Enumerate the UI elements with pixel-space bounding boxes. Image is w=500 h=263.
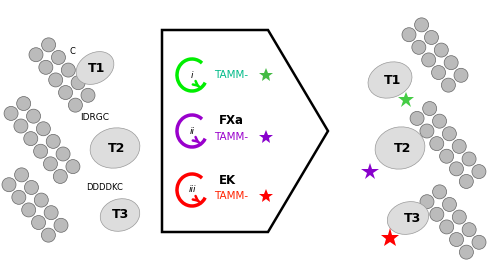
- Text: FXa: FXa: [219, 114, 244, 128]
- Circle shape: [54, 218, 68, 232]
- Circle shape: [442, 127, 456, 141]
- Circle shape: [460, 245, 473, 259]
- Circle shape: [16, 97, 30, 110]
- Circle shape: [81, 88, 95, 102]
- Circle shape: [12, 190, 26, 204]
- Circle shape: [402, 28, 416, 42]
- Circle shape: [442, 198, 456, 211]
- Circle shape: [410, 112, 424, 125]
- Circle shape: [414, 18, 428, 32]
- Circle shape: [42, 228, 56, 242]
- Text: T2: T2: [394, 141, 411, 154]
- Text: T1: T1: [384, 73, 402, 87]
- Text: EK: EK: [219, 174, 236, 186]
- Circle shape: [71, 76, 85, 90]
- Circle shape: [34, 144, 48, 158]
- Ellipse shape: [100, 199, 140, 231]
- Text: T2: T2: [108, 141, 126, 154]
- Text: T3: T3: [112, 209, 128, 221]
- Text: T1: T1: [88, 62, 106, 74]
- Circle shape: [430, 136, 444, 151]
- Circle shape: [440, 149, 454, 163]
- Circle shape: [66, 160, 80, 174]
- Circle shape: [432, 185, 446, 199]
- Circle shape: [36, 122, 51, 136]
- Text: DDDDKC: DDDDKC: [86, 184, 124, 193]
- Circle shape: [472, 235, 486, 249]
- Circle shape: [22, 203, 36, 217]
- Circle shape: [34, 193, 48, 207]
- Circle shape: [440, 220, 454, 234]
- Circle shape: [32, 216, 46, 230]
- Circle shape: [39, 60, 53, 74]
- Circle shape: [450, 232, 464, 246]
- Circle shape: [412, 40, 426, 54]
- Circle shape: [24, 180, 38, 194]
- Circle shape: [29, 48, 43, 62]
- Text: TAMM-: TAMM-: [214, 70, 248, 80]
- Circle shape: [434, 43, 448, 57]
- Circle shape: [44, 206, 58, 220]
- Circle shape: [462, 223, 476, 237]
- Polygon shape: [162, 30, 328, 232]
- Circle shape: [422, 102, 436, 115]
- Text: TAMM-: TAMM-: [214, 132, 248, 142]
- Circle shape: [442, 78, 456, 92]
- Circle shape: [424, 31, 438, 44]
- Ellipse shape: [76, 52, 114, 84]
- Text: T3: T3: [404, 211, 420, 225]
- Circle shape: [430, 207, 444, 221]
- Circle shape: [14, 168, 28, 182]
- Circle shape: [58, 85, 72, 99]
- Circle shape: [48, 73, 62, 87]
- Circle shape: [420, 195, 434, 209]
- Circle shape: [432, 65, 446, 79]
- Circle shape: [62, 63, 76, 77]
- Circle shape: [2, 178, 16, 192]
- Circle shape: [454, 68, 468, 82]
- Circle shape: [44, 157, 58, 171]
- Circle shape: [432, 114, 446, 128]
- Circle shape: [462, 152, 476, 166]
- Circle shape: [56, 147, 70, 161]
- Circle shape: [46, 134, 60, 148]
- Ellipse shape: [90, 128, 140, 168]
- Ellipse shape: [388, 202, 428, 234]
- Circle shape: [420, 124, 434, 138]
- Ellipse shape: [375, 127, 425, 169]
- Ellipse shape: [368, 62, 412, 98]
- Circle shape: [54, 169, 68, 184]
- Circle shape: [14, 119, 28, 133]
- Circle shape: [26, 109, 40, 123]
- Text: C: C: [69, 48, 75, 57]
- Circle shape: [460, 174, 473, 189]
- Circle shape: [68, 98, 82, 112]
- Circle shape: [422, 53, 436, 67]
- Circle shape: [452, 139, 466, 153]
- Text: TAMM-: TAMM-: [214, 191, 248, 201]
- Circle shape: [472, 165, 486, 179]
- Text: i: i: [191, 70, 193, 79]
- Circle shape: [452, 210, 466, 224]
- Circle shape: [450, 162, 464, 176]
- Text: IDRGC: IDRGC: [80, 113, 110, 122]
- Circle shape: [42, 38, 56, 52]
- Text: ii: ii: [190, 127, 194, 135]
- Circle shape: [52, 50, 66, 64]
- Circle shape: [4, 107, 18, 120]
- Text: iii: iii: [188, 185, 196, 195]
- Circle shape: [444, 56, 458, 70]
- Circle shape: [24, 132, 38, 146]
